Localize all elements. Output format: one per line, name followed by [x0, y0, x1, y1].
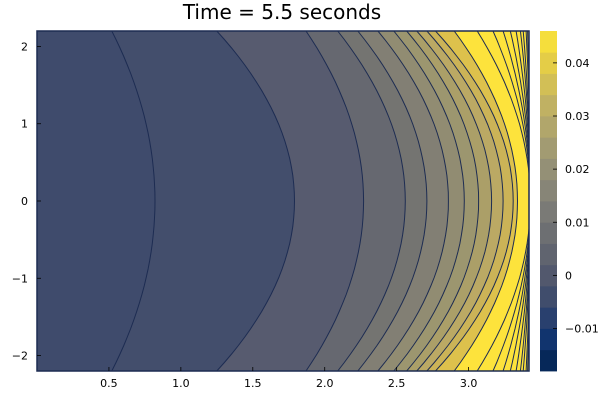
colorbar-band-13: [540, 73, 557, 96]
colorbar-band-6: [540, 222, 557, 244]
colorbar-band-5: [540, 243, 557, 266]
colorbar-tick-label-3: 0.02: [565, 163, 590, 176]
contour-line-2: [305, 31, 365, 371]
contour-line-3: [337, 31, 406, 371]
x-tick-label-3: 2.0: [316, 377, 334, 390]
contour-line-edge-6: [522, 31, 529, 371]
contour-line-11: [453, 31, 519, 371]
y-axis: 2 1 0 −1 −2: [12, 40, 41, 363]
colorbar-band-14: [540, 52, 557, 74]
colorbar-band-7: [540, 201, 557, 223]
contour-line-6: [393, 31, 465, 371]
contour-line-4: [357, 31, 428, 371]
contour-line-7: [406, 31, 480, 371]
x-tick-label-5: 3.0: [460, 377, 478, 390]
colorbar-tick-label-0: −0.01: [565, 323, 599, 336]
colorbar-band-1: [540, 328, 557, 351]
x-tick-label-2: 1.5: [244, 377, 262, 390]
colorbar-tick-label-4: 0.03: [565, 110, 590, 123]
chart-title: Time = 5.5 seconds: [182, 0, 381, 24]
contour-line-edge-4: [515, 31, 529, 371]
colorbar-band-3: [540, 286, 557, 308]
x-tick-label-0: 0.5: [100, 377, 118, 390]
plot-area: [36, 30, 530, 372]
contour-line-edge-5: [519, 31, 529, 371]
colorbar-band-9: [540, 158, 557, 181]
colorbar-band-12: [540, 94, 557, 117]
contour-line-edge-3: [509, 31, 529, 371]
contour-line-0: [111, 31, 156, 371]
y-tick-label-4: −2: [12, 350, 28, 363]
colorbar-band-15: [540, 31, 557, 53]
contour-line-edge-2: [502, 31, 529, 371]
contour-region-11: [454, 31, 529, 371]
x-tick-label-4: 2.5: [388, 377, 406, 390]
colorbar: −0.01 0 0.01 0.02 0.03 0.04: [540, 31, 599, 372]
colorbar-tick-label-5: 0.04: [565, 57, 590, 70]
colorbar-band-10: [540, 137, 557, 159]
colorbar-tick-label-1: 0: [565, 269, 572, 282]
contour-line-5: [377, 31, 449, 371]
y-tick-label-1: 1: [21, 118, 28, 131]
y-tick-label-0: 2: [21, 40, 28, 53]
colorbar-tick-label-2: 0.01: [565, 216, 590, 229]
contour-line-10: [435, 31, 514, 371]
contour-line-9: [426, 31, 504, 371]
colorbar-band-8: [540, 179, 557, 202]
contour-line-1: [216, 31, 296, 371]
colorbar-band-2: [540, 307, 557, 329]
y-tick-label-2: 0: [21, 195, 28, 208]
colorbar-band-4: [540, 264, 557, 287]
contour-line-edge-0: [476, 31, 529, 371]
colorbar-band-11: [540, 116, 557, 138]
contour-line-edge-1: [492, 31, 529, 371]
x-tick-label-1: 1.0: [172, 377, 190, 390]
y-tick-label-3: −1: [12, 272, 28, 285]
colorbar-band-0: [540, 349, 557, 372]
x-axis: 0.5 1.0 1.5 2.0 2.5 3.0: [100, 367, 477, 390]
contour-line-8: [416, 31, 493, 371]
